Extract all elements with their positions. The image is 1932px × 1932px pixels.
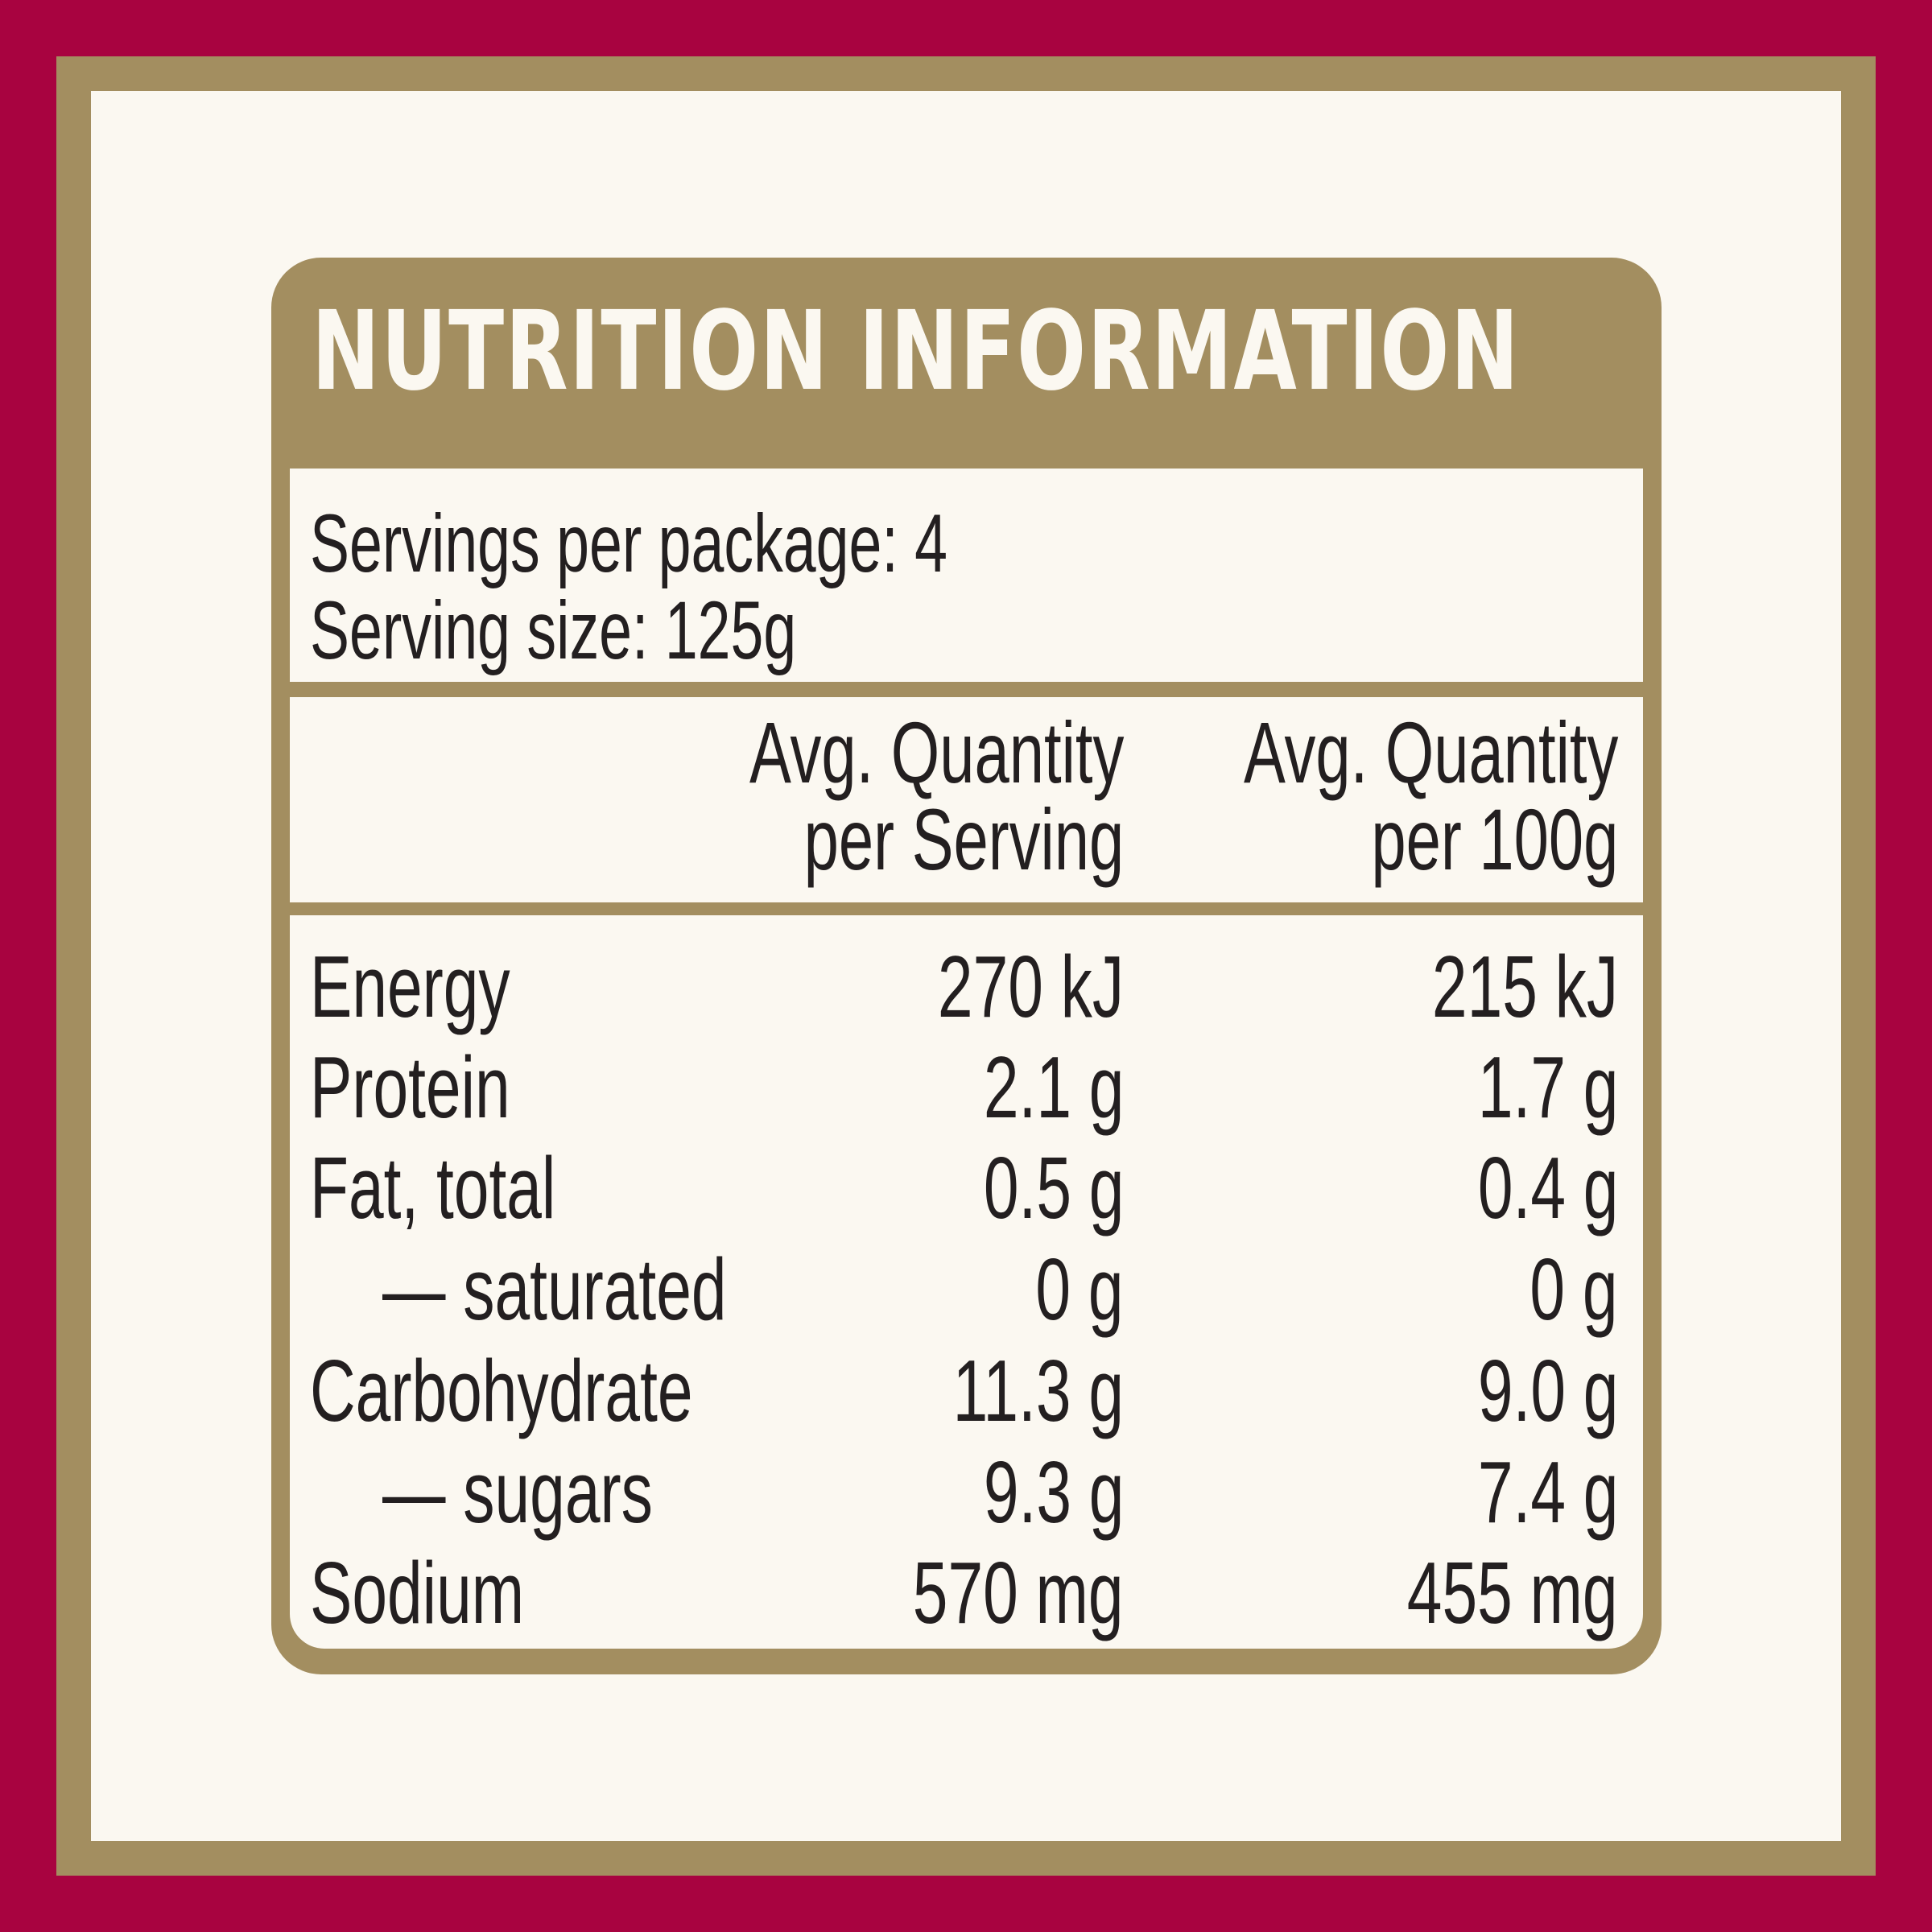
per-serving-value: 570 mg xyxy=(913,1544,1124,1642)
per-100g-value: 7.4 g xyxy=(1477,1443,1618,1542)
per-100g-value: 1.7 g xyxy=(1477,1038,1618,1137)
per-100g-value: 215 kJ xyxy=(1431,938,1618,1036)
nutrient-row-fat-total: Fat, total 0.5 g 0.4 g xyxy=(290,1137,1643,1239)
nutrition-panel: NUTRITION INFORMATION Servings per packa… xyxy=(271,258,1662,1674)
nutrient-name: — sugars xyxy=(382,1443,653,1542)
servings-per-package: Servings per package: 4 xyxy=(310,497,947,589)
per-serving-value: 11.3 g xyxy=(952,1342,1124,1440)
per-100g-header-line-2: per 100g xyxy=(1371,791,1618,888)
nutrient-name: Fat, total xyxy=(310,1139,556,1237)
per-serving-value: 2.1 g xyxy=(983,1038,1124,1137)
per-100g-header-line-1: Avg. Quantity xyxy=(1243,704,1618,801)
per-100g-value: 0.4 g xyxy=(1477,1139,1618,1237)
per-serving-header-line-2: per Serving xyxy=(803,791,1124,888)
nutrient-name: Energy xyxy=(310,938,510,1036)
nutrient-name: Sodium xyxy=(310,1544,525,1642)
servings-section: Servings per package: 4 Serving size: 12… xyxy=(290,469,1643,682)
per-100g-value: 9.0 g xyxy=(1477,1342,1618,1440)
per-serving-value: 0.5 g xyxy=(983,1139,1124,1237)
per-100g-value: 455 mg xyxy=(1407,1544,1618,1642)
nutrition-title: NUTRITION INFORMATION xyxy=(312,288,1521,415)
nutrient-name: Carbohydrate xyxy=(310,1342,693,1440)
per-serving-header-line-1: Avg. Quantity xyxy=(749,704,1124,801)
nutrient-row-saturated: — saturated 0 g 0 g xyxy=(290,1239,1643,1340)
per-serving-value: 270 kJ xyxy=(937,938,1124,1036)
nutrient-values-table: Energy 270 kJ 215 kJ Protein 2.1 g 1.7 g… xyxy=(290,915,1643,1649)
nutrient-row-sugars: — sugars 9.3 g 7.4 g xyxy=(290,1442,1643,1543)
per-100g-value: 0 g xyxy=(1530,1241,1618,1339)
per-serving-value: 9.3 g xyxy=(983,1443,1124,1542)
nutrient-row-protein: Protein 2.1 g 1.7 g xyxy=(290,1037,1643,1138)
nutrient-row-carbohydrate: Carbohydrate 11.3 g 9.0 g xyxy=(290,1340,1643,1442)
nutrient-name: Protein xyxy=(310,1038,510,1137)
nutrient-name: — saturated xyxy=(382,1241,727,1339)
serving-size: Serving size: 125g xyxy=(310,584,797,676)
nutrient-row-sodium: Sodium 570 mg 455 mg xyxy=(290,1542,1643,1644)
nutrient-row-energy: Energy 270 kJ 215 kJ xyxy=(290,936,1643,1038)
quantity-column-headers: Avg. Quantity per Serving Avg. Quantity … xyxy=(290,697,1643,902)
per-serving-value: 0 g xyxy=(1035,1241,1124,1339)
